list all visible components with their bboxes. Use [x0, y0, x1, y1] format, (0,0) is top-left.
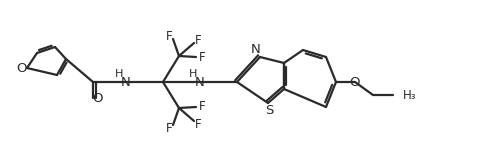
Text: N: N: [250, 43, 261, 55]
Text: S: S: [265, 103, 273, 116]
Text: O: O: [17, 62, 27, 75]
Text: F: F: [194, 33, 201, 47]
Text: O: O: [93, 92, 103, 104]
Text: H₃: H₃: [402, 88, 416, 101]
Text: O: O: [349, 76, 360, 88]
Text: F: F: [198, 50, 205, 64]
Text: F: F: [198, 100, 205, 114]
Text: F: F: [165, 30, 172, 43]
Text: H: H: [188, 69, 197, 79]
Text: N: N: [121, 76, 131, 88]
Text: H: H: [115, 69, 123, 79]
Text: F: F: [194, 117, 201, 131]
Text: N: N: [195, 76, 204, 88]
Text: F: F: [165, 121, 172, 134]
